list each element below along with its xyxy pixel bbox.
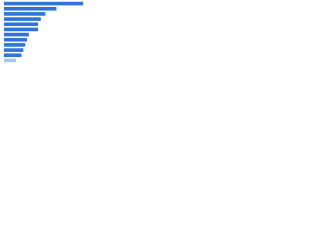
bar [4,27,39,32]
bar [4,17,41,21]
bar [4,12,46,16]
bar [4,6,57,11]
bar [4,32,29,37]
bar [4,37,27,42]
bar [4,58,16,63]
page: {"chart_data": {"type": "bar", "orientat… [0,0,100,71]
bar [4,22,39,27]
bar [4,1,84,6]
bar [4,48,24,52]
bar [4,43,26,47]
bar [4,53,22,58]
chart [4,1,84,63]
